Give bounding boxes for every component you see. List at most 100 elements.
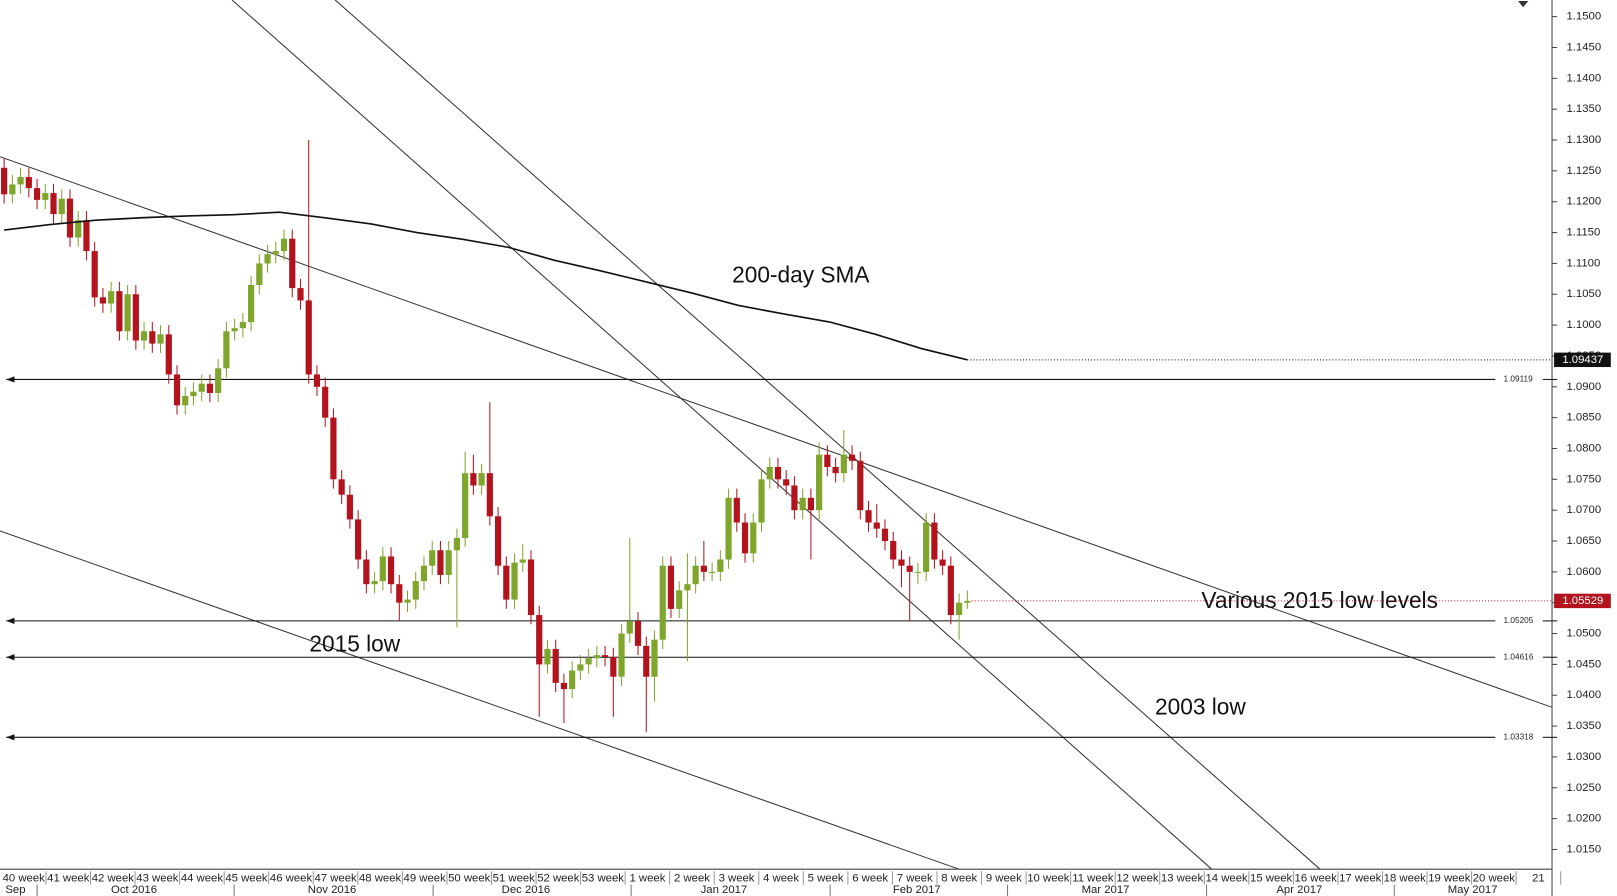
candle-body	[750, 522, 757, 554]
week-label: 2 week	[674, 872, 710, 884]
y-tick-label: 1.0750	[1566, 473, 1601, 485]
annotation: 200-day SMA	[732, 261, 870, 287]
week-label: 41 week	[47, 872, 90, 884]
y-tick-label: 1.0350	[1566, 720, 1601, 732]
trend-line	[231, 0, 1213, 870]
trend-line	[0, 530, 960, 870]
candle-body	[486, 473, 493, 517]
y-tick-label: 1.0450	[1566, 658, 1601, 670]
candle-body	[420, 565, 428, 582]
candle-body	[355, 519, 362, 560]
week-label: 50 week	[448, 872, 491, 884]
week-label: 12 week	[1116, 872, 1159, 884]
candle-body	[766, 466, 773, 480]
candle-body	[783, 479, 790, 486]
candle-body	[165, 334, 172, 375]
candle-body	[939, 559, 946, 566]
candle-body	[9, 184, 16, 195]
price-box	[1554, 593, 1611, 609]
candle-body	[190, 391, 197, 397]
month-label: Dec 2016	[502, 884, 551, 896]
y-tick-label: 1.1300	[1566, 134, 1601, 146]
level-label: 1.04616	[1504, 652, 1534, 661]
candle-body	[511, 562, 518, 600]
candle-body	[667, 565, 675, 609]
candle-body	[676, 590, 683, 609]
candle-body	[857, 460, 864, 511]
candle-body	[182, 396, 189, 406]
candle-body	[297, 288, 304, 301]
candle-body	[470, 473, 477, 486]
candle-body	[931, 522, 938, 560]
candle-body	[536, 615, 543, 665]
candle-body	[618, 633, 625, 677]
candle-body	[848, 454, 856, 461]
candle-body	[330, 417, 337, 480]
candle-body	[173, 374, 181, 406]
y-tick-label: 1.0600	[1566, 566, 1601, 578]
candle-body	[601, 655, 609, 657]
month-label: Jan 2017	[701, 884, 748, 896]
candle-body	[478, 473, 485, 486]
candle-body	[206, 383, 214, 393]
candle-body	[231, 328, 238, 332]
y-tick-label: 1.1250	[1566, 165, 1601, 177]
candle-body	[50, 193, 57, 215]
week-label: 47 week	[314, 872, 357, 884]
candle-body	[140, 331, 148, 341]
candle-body	[346, 494, 353, 520]
trend-line	[0, 156, 1553, 708]
y-tick-label: 1.0850	[1566, 412, 1601, 424]
candle-body	[379, 556, 386, 582]
candle-body	[643, 645, 650, 677]
candle-body	[99, 297, 107, 304]
week-label: 4 week	[763, 872, 799, 884]
week-label: 16 week	[1295, 872, 1338, 884]
menu-arrow[interactable]	[1518, 1, 1529, 8]
candle-body	[684, 584, 691, 591]
week-label: 6 week	[852, 872, 888, 884]
candle-body	[264, 254, 271, 264]
price-box-label: 1.09437	[1562, 354, 1603, 366]
candle-body	[66, 198, 74, 238]
y-tick-label: 1.1400	[1566, 72, 1601, 84]
month-label: Feb 2017	[893, 884, 941, 896]
candle-body	[873, 522, 880, 529]
month-label: Apr 2017	[1276, 884, 1322, 896]
candle-body	[338, 479, 345, 495]
candle-body	[519, 559, 526, 563]
candle-body	[462, 473, 469, 538]
month-label: May 2017	[1448, 884, 1498, 896]
price-box-label: 1.05529	[1562, 595, 1603, 607]
candle-body	[709, 571, 716, 573]
candle-body	[585, 658, 592, 665]
candle-body	[758, 479, 765, 523]
week-label: 10 week	[1027, 872, 1070, 884]
y-tick-label: 1.0500	[1566, 628, 1601, 640]
candle-body	[445, 550, 452, 575]
week-label: 21	[1532, 872, 1545, 884]
y-tick-label: 1.1100	[1566, 257, 1600, 269]
candle-body	[25, 177, 32, 189]
candle-body	[453, 537, 460, 551]
candle-body	[412, 581, 419, 600]
candle-body	[83, 220, 90, 252]
week-label: 51 week	[493, 872, 536, 884]
candle-body	[923, 522, 930, 572]
week-label: 13 week	[1161, 872, 1204, 884]
y-tick-label: 1.0400	[1566, 689, 1601, 701]
candle-body	[157, 334, 164, 344]
week-label: 7 week	[897, 872, 933, 884]
week-label: 53 week	[582, 872, 625, 884]
candle-body	[832, 466, 839, 474]
candle-body	[717, 559, 724, 572]
candle-body	[725, 497, 732, 560]
candle-body	[898, 559, 905, 566]
candle-body	[116, 291, 123, 332]
candle-body	[816, 454, 823, 511]
annotation: Various 2015 low levels	[1201, 587, 1438, 613]
candle-body	[33, 188, 41, 200]
candle-body	[692, 565, 699, 585]
candle-body	[91, 251, 98, 298]
